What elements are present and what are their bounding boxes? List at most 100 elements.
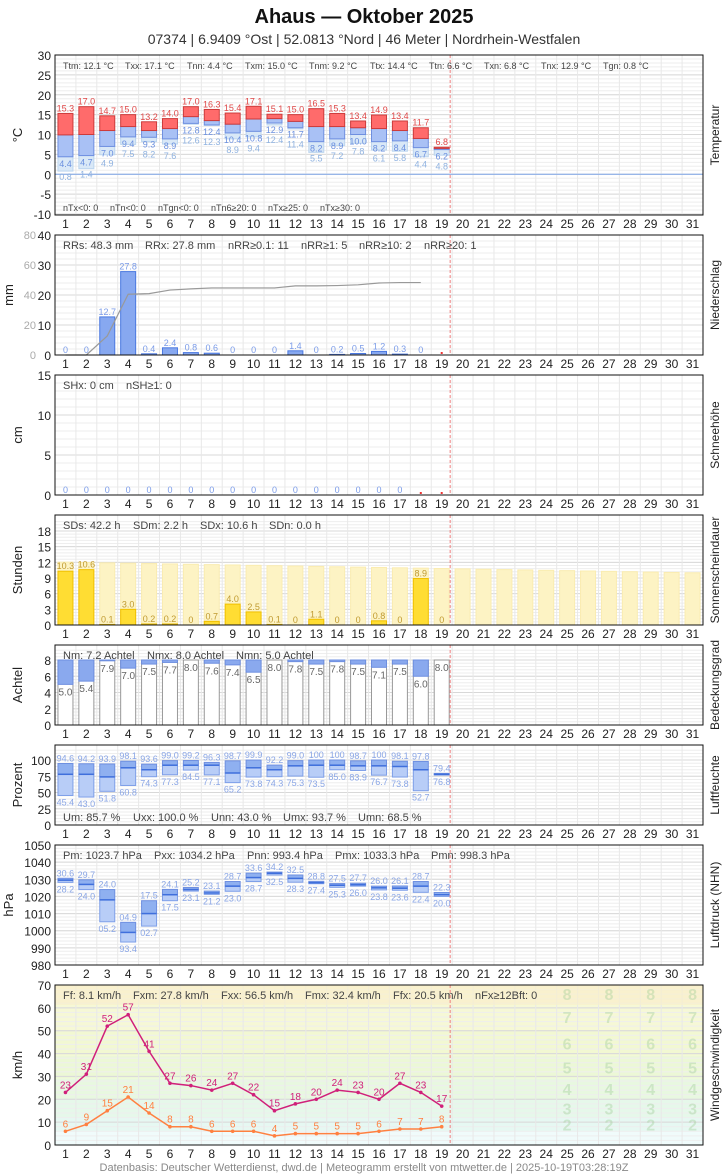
- lower-range-bar: [141, 913, 158, 927]
- lower-range-bar: [412, 769, 429, 792]
- tg-label: 7.2: [331, 151, 344, 161]
- lower-range-bar: [57, 773, 74, 796]
- x-tick-label: 1: [62, 217, 69, 231]
- beaufort-number: 6: [646, 1036, 655, 1053]
- x-tick-label: 24: [540, 967, 554, 981]
- mean-point: [189, 1124, 193, 1129]
- value-label: 2.5: [247, 602, 260, 612]
- panel-title: Windgeschwindigkeit: [708, 1008, 722, 1121]
- gust-point: [251, 1092, 256, 1097]
- max-label: 34.2: [266, 862, 284, 872]
- tx-label: 15.3: [328, 103, 346, 113]
- x-tick-label: 22: [498, 217, 512, 231]
- y-tick-label: 1040: [24, 856, 51, 870]
- x-tick-label: 21: [477, 727, 491, 741]
- min-label: 20.0: [433, 898, 451, 908]
- max-label: 28.8: [308, 871, 326, 881]
- value-label: 0.1: [101, 614, 114, 624]
- x-tick-label: 5: [146, 727, 153, 741]
- beaufort-number: 7: [688, 1010, 697, 1027]
- gust-label: 27: [164, 1071, 176, 1082]
- min-label: 76.7: [370, 777, 388, 787]
- x-tick-label: 9: [229, 217, 236, 231]
- beaufort-number: 8: [688, 987, 697, 1004]
- stat-text: RRs: 48.3 mm: [63, 240, 133, 252]
- gust-point: [147, 1049, 151, 1054]
- value-label: 0.8: [185, 343, 198, 353]
- stats-background: [55, 985, 703, 1005]
- gust-label: 24: [332, 1078, 344, 1089]
- value-label: 0: [418, 345, 423, 355]
- x-tick-label: 2: [83, 727, 90, 741]
- x-tick-label: 29: [644, 727, 658, 741]
- x-tick-label: 3: [104, 967, 111, 981]
- value-label: 7.5: [351, 667, 365, 678]
- x-tick-label: 18: [414, 357, 428, 371]
- value-label: 0: [397, 485, 402, 495]
- lower-range-bar: [287, 765, 304, 777]
- tx-label: 17.0: [78, 97, 96, 107]
- x-tick-label: 25: [560, 827, 574, 841]
- tx-bar: [182, 106, 199, 118]
- y-tick-label: 30: [38, 49, 52, 63]
- min-label: 77.1: [203, 777, 221, 787]
- x-tick-label: 8: [208, 217, 215, 231]
- max-label: 17.5: [140, 891, 158, 901]
- x-tick-label: 7: [188, 967, 195, 981]
- value-label: 0: [335, 615, 340, 625]
- y-tick-label: 40: [38, 1048, 52, 1062]
- lower-range-bar: [266, 769, 283, 778]
- x-tick-label: 14: [331, 1147, 345, 1161]
- tg-label: 0.8: [59, 172, 72, 182]
- stat-text: Txm: 15.0 °C: [245, 61, 298, 71]
- y-tick-label: 2: [44, 703, 51, 717]
- beaufort-number: 7: [604, 1010, 613, 1027]
- y-tick-label: 9: [44, 572, 51, 586]
- gust-label: 31: [81, 1062, 93, 1073]
- y-tick-label: 0: [44, 349, 51, 363]
- x-tick-label: 24: [540, 497, 554, 511]
- tn-label: 11.7: [287, 130, 304, 140]
- value-label: 0.4: [143, 344, 156, 354]
- y-tick-label: 0: [44, 719, 51, 733]
- value-label: 5.4: [79, 684, 93, 695]
- tg-label: 8.2: [143, 149, 156, 159]
- tx-bar: [433, 146, 450, 149]
- mean-point: [168, 1124, 172, 1129]
- value-label: 0: [272, 345, 277, 355]
- max-label: 98.1: [119, 751, 137, 761]
- x-tick-label: 9: [229, 827, 236, 841]
- cloud-bar: [120, 659, 137, 669]
- stat-text: Ttx: 14.4 °C: [370, 61, 418, 71]
- x-tick-label: 2: [83, 497, 90, 511]
- y-axis-label: hPa: [1, 893, 16, 917]
- max-label: 98.7: [349, 751, 367, 761]
- value-label: 0.6: [206, 343, 219, 353]
- wind-panel: [54, 984, 704, 1146]
- gust-point: [314, 1097, 319, 1102]
- value-label: 0: [293, 485, 298, 495]
- x-tick-label: 31: [686, 497, 700, 511]
- value-label: 0: [251, 485, 256, 495]
- missing-marker: [440, 492, 443, 494]
- x-tick-label: 27: [602, 627, 616, 641]
- lower-range-bar: [203, 764, 220, 776]
- stat-text: Umn: 68.5 %: [358, 812, 422, 824]
- max-label: 99.0: [287, 751, 305, 761]
- mean-label: 6: [209, 1119, 215, 1130]
- stat-text: Fxx: 56.5 km/h: [221, 990, 293, 1002]
- x-tick-label: 23: [519, 497, 533, 511]
- x-tick-label: 15: [351, 497, 365, 511]
- x-tick-label: 12: [289, 827, 303, 841]
- value-label: 0.1: [268, 614, 281, 624]
- lower-range-bar: [120, 931, 137, 943]
- x-tick-label: 15: [351, 1147, 365, 1161]
- gust-label: 18: [290, 1092, 302, 1103]
- x-tick-label: 16: [372, 967, 386, 981]
- tn-label: 8.4: [394, 143, 407, 153]
- y-tick-label: 70: [38, 979, 52, 993]
- tx-bar: [141, 121, 158, 132]
- x-tick-label: 17: [393, 627, 407, 641]
- max-label: 93.6: [140, 754, 158, 764]
